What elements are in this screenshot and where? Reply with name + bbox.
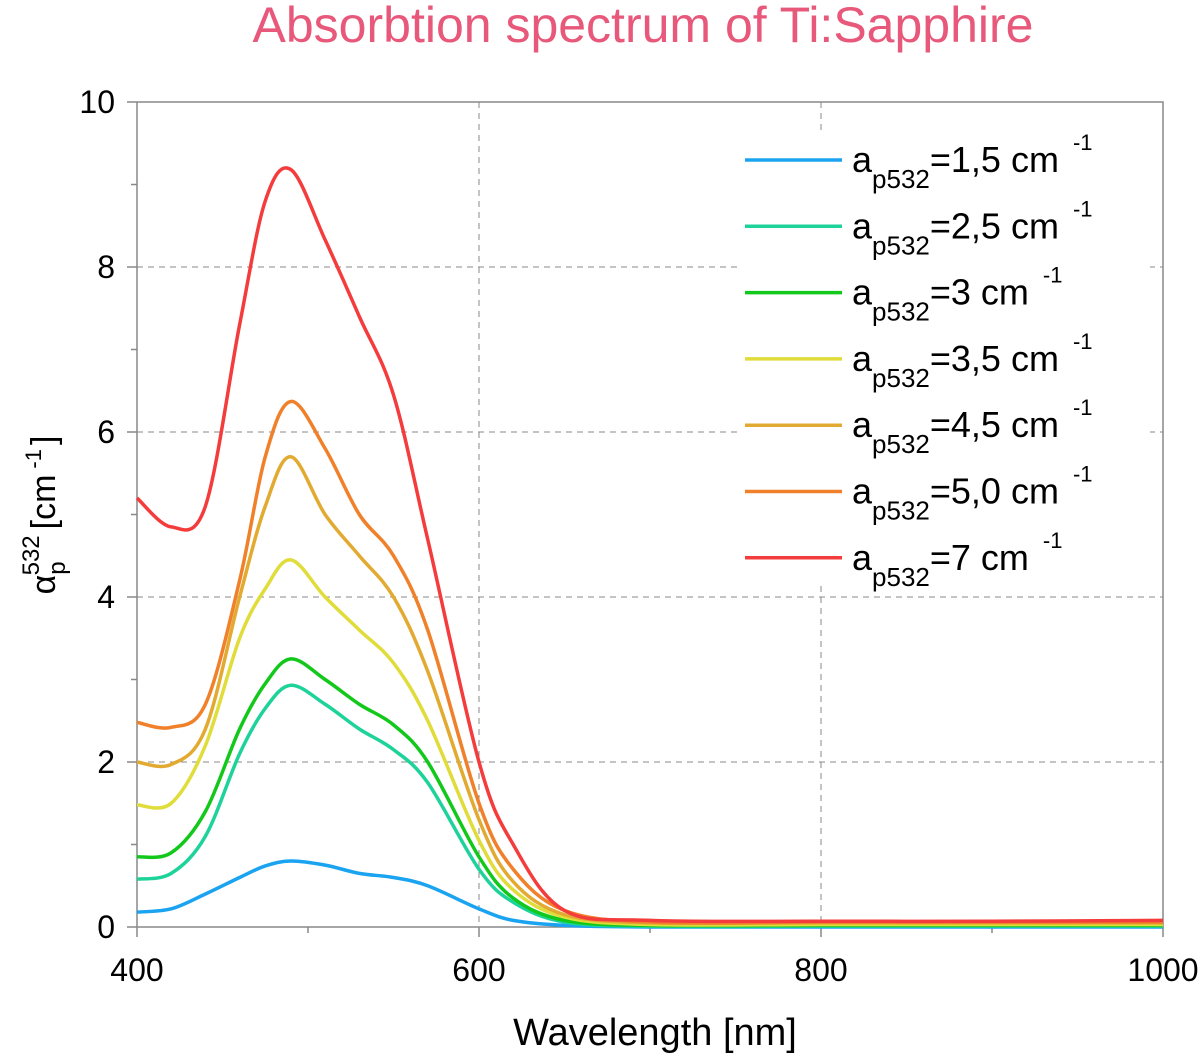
legend-sup: -1: [1073, 462, 1093, 487]
y-label-sub: p: [44, 561, 71, 574]
y-tick-label: 8: [97, 249, 115, 285]
legend-label: ap532=3,5 cm -1: [852, 329, 1093, 393]
series-line: [136, 683, 1163, 929]
series-line: [136, 859, 1163, 929]
y-axis-label: αp532 [cm -1]: [18, 436, 71, 595]
chart-title: Absorbtion spectrum of Ti:Sapphire: [253, 0, 1034, 53]
legend-label: ap532=3 cm -1: [852, 263, 1062, 327]
legend-sup: -1: [1043, 528, 1063, 553]
x-tick-label: 600: [452, 952, 505, 988]
x-tick-label: 1000: [1127, 952, 1198, 988]
legend-sup: -1: [1073, 329, 1093, 354]
legend-sub: p532: [872, 562, 930, 592]
legend-label: ap532=7 cm -1: [852, 528, 1062, 592]
legend-sub: p532: [872, 429, 930, 459]
y-tick-label: 6: [97, 414, 115, 450]
legend-value: =3,5 cm: [930, 338, 1059, 379]
y-tick-label: 0: [97, 909, 115, 945]
legend-sub: p532: [872, 496, 930, 526]
legend-sup: -1: [1073, 395, 1093, 420]
legend-label: ap532=5,0 cm -1: [852, 462, 1093, 526]
legend-sup: -1: [1073, 196, 1093, 221]
legend-sup: -1: [1073, 130, 1093, 155]
x-axis-label: Wavelength [nm]: [513, 1012, 797, 1054]
legend-name: a: [852, 537, 873, 578]
x-tick-label: 400: [110, 952, 163, 988]
y-label-unit-sup: -1: [21, 449, 46, 469]
legend-sub: p532: [872, 363, 930, 393]
legend-name: a: [852, 139, 873, 180]
y-label-symbol: α: [25, 575, 63, 595]
legend-sub: p532: [872, 230, 930, 260]
series-line: [135, 166, 1164, 924]
legend-label: ap532=4,5 cm -1: [852, 395, 1093, 459]
legend-value: =2,5 cm: [930, 205, 1059, 246]
legend-sup: -1: [1043, 263, 1063, 288]
legend-name: a: [852, 338, 873, 379]
legend-name: a: [852, 404, 873, 445]
svg-text:αp532[cm-1]: αp532 [cm -1]: [18, 436, 71, 595]
y-label-unit: [cm: [25, 475, 63, 530]
x-tick-label: 800: [794, 952, 847, 988]
series-line: [136, 657, 1163, 928]
legend-name: a: [852, 272, 873, 313]
legend-value: =1,5 cm: [930, 139, 1059, 180]
legend-sub: p532: [872, 297, 930, 327]
legend-label: ap532=2,5 cm -1: [852, 196, 1093, 260]
y-tick-label: 10: [79, 84, 115, 120]
legend-sub: p532: [872, 164, 930, 194]
y-tick-label: 2: [97, 744, 115, 780]
y-tick-label: 4: [97, 579, 115, 615]
legend-value: =5,0 cm: [930, 471, 1059, 512]
legend-value: =4,5 cm: [930, 404, 1059, 445]
series-line: [136, 558, 1163, 927]
y-label-sup: 532: [18, 535, 45, 575]
legend-value: =7 cm: [930, 537, 1029, 578]
legend-name: a: [852, 205, 873, 246]
y-label-close: ]: [25, 436, 63, 445]
legend-label: ap532=1,5 cm -1: [852, 130, 1093, 194]
legend-name: a: [852, 471, 873, 512]
legend-value: =3 cm: [930, 272, 1029, 313]
